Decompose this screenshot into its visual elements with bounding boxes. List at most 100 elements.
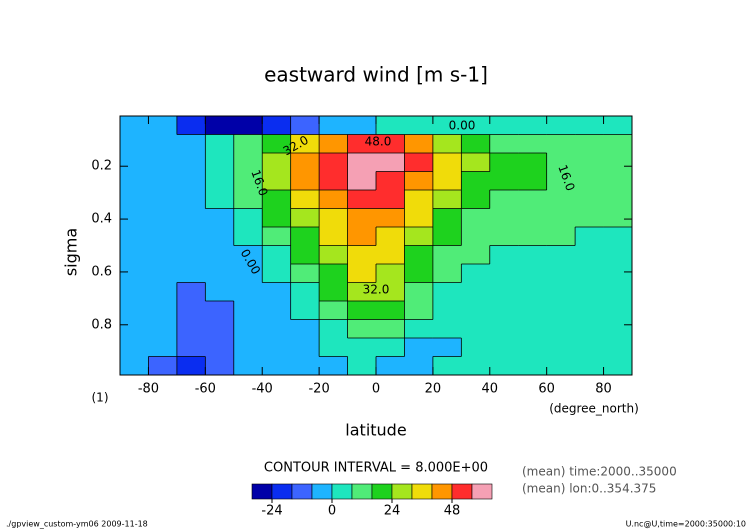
contour-cell bbox=[120, 301, 149, 320]
colorbar-box bbox=[391, 483, 413, 500]
contour-cell bbox=[575, 282, 605, 302]
contour-cell bbox=[120, 338, 149, 357]
x-tick-label: -40 bbox=[252, 382, 273, 397]
contour-cell bbox=[205, 338, 235, 357]
contour-cell bbox=[575, 208, 605, 228]
contour-cell bbox=[575, 153, 605, 172]
contour-cell bbox=[376, 338, 405, 357]
contour-cell bbox=[461, 171, 491, 191]
contour-cell bbox=[575, 264, 605, 283]
contour-cell bbox=[404, 208, 434, 228]
contour-cell bbox=[120, 282, 149, 302]
contour-cell bbox=[489, 264, 519, 283]
contour-cell bbox=[148, 301, 178, 320]
contour-cell bbox=[575, 245, 605, 265]
colorbar-box bbox=[431, 483, 453, 500]
contour-cell bbox=[461, 190, 491, 209]
contour-cell bbox=[233, 227, 263, 246]
contour-cell bbox=[176, 153, 206, 172]
contour-cell bbox=[461, 116, 491, 135]
contour-cell bbox=[575, 319, 605, 339]
contour-cell bbox=[376, 282, 405, 302]
contour-cell bbox=[603, 190, 633, 209]
x-tick-label: 80 bbox=[595, 382, 612, 397]
contour-cell bbox=[461, 227, 491, 246]
contour-cell bbox=[376, 319, 405, 339]
contour-cell bbox=[376, 301, 405, 320]
contour-cell bbox=[262, 282, 292, 302]
contour-cell bbox=[319, 319, 349, 339]
contour-cell bbox=[461, 134, 491, 154]
contour-cell bbox=[546, 208, 576, 228]
contour-cell bbox=[262, 134, 292, 154]
x-tick-label: -80 bbox=[138, 382, 159, 397]
contour-cell bbox=[205, 190, 235, 209]
x-tick-label: 40 bbox=[482, 382, 499, 397]
contour-cell bbox=[148, 171, 178, 191]
contour-cell bbox=[176, 227, 206, 246]
contour-cell bbox=[575, 134, 605, 154]
contour-cell bbox=[120, 208, 149, 228]
contour-cell bbox=[347, 356, 377, 376]
contour-cell bbox=[233, 356, 263, 376]
contour-cell bbox=[176, 116, 206, 135]
y-tick-label: 0.4 bbox=[91, 212, 112, 227]
contour-cell bbox=[489, 356, 519, 376]
contour-cell bbox=[262, 245, 292, 265]
colorbar-box bbox=[411, 483, 433, 500]
contour-cell bbox=[290, 153, 320, 172]
contour-cell bbox=[120, 116, 149, 135]
contour-cell bbox=[319, 153, 349, 172]
contour-cell bbox=[376, 227, 405, 246]
contour-cell bbox=[176, 301, 206, 320]
colorbar-tick-label: -24 bbox=[261, 504, 282, 519]
contour-cell bbox=[489, 134, 519, 154]
contour-cell bbox=[233, 190, 263, 209]
contour-cell bbox=[575, 116, 605, 135]
contour-cell bbox=[120, 356, 149, 376]
colorbar-tick-label: 48 bbox=[444, 504, 461, 519]
y-axis-unit: (1) bbox=[92, 391, 109, 405]
contour-cell bbox=[461, 301, 491, 320]
contour-cell bbox=[233, 282, 263, 302]
contour-cell bbox=[575, 356, 605, 376]
colorbar-tick-label: 24 bbox=[384, 504, 401, 519]
contour-cell bbox=[176, 134, 206, 154]
contour-cell bbox=[489, 319, 519, 339]
contour-cell bbox=[120, 245, 149, 265]
contour-cell bbox=[290, 134, 320, 154]
contour-cell bbox=[518, 227, 548, 246]
contour-cell bbox=[205, 227, 235, 246]
contour-cell bbox=[148, 227, 178, 246]
contour-cell bbox=[290, 282, 320, 302]
contour-cell bbox=[404, 227, 434, 246]
contour-cell bbox=[176, 338, 206, 357]
contour-cell bbox=[518, 245, 548, 265]
contour-cell bbox=[290, 245, 320, 265]
contour-cell bbox=[489, 208, 519, 228]
contour-cell bbox=[489, 116, 519, 135]
contour-label: 32.0 bbox=[363, 283, 390, 297]
contour-cell bbox=[290, 319, 320, 339]
contour-cell bbox=[432, 153, 462, 172]
contour-cell bbox=[546, 190, 576, 209]
contour-cell bbox=[262, 264, 292, 283]
contour-cell bbox=[518, 190, 548, 209]
contour-cell bbox=[518, 134, 548, 154]
contour-cell bbox=[290, 227, 320, 246]
contour-cell bbox=[148, 264, 178, 283]
contour-cell bbox=[489, 171, 519, 191]
contour-cell bbox=[120, 134, 149, 154]
contour-cell bbox=[120, 264, 149, 283]
contour-cell bbox=[205, 301, 235, 320]
contour-cell bbox=[404, 264, 434, 283]
contour-cell bbox=[262, 171, 292, 191]
x-tick-label: 0 bbox=[372, 382, 380, 397]
contour-cell bbox=[376, 208, 405, 228]
chart-title: eastward wind [m s-1] bbox=[264, 63, 488, 87]
contour-cell bbox=[290, 171, 320, 191]
contour-cell bbox=[176, 264, 206, 283]
contour-cell bbox=[233, 134, 263, 154]
contour-cell bbox=[432, 319, 462, 339]
